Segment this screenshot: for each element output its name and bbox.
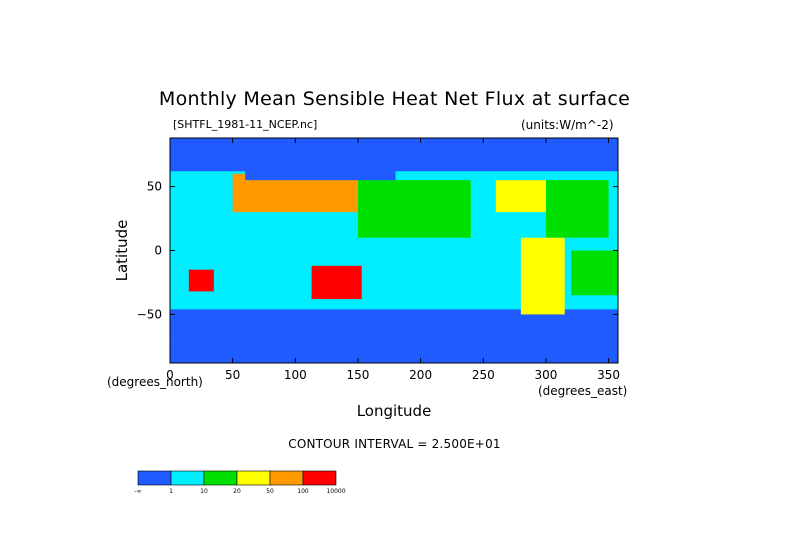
colorbar-label: 100	[297, 488, 309, 495]
heatmap-region	[232, 244, 308, 296]
colorbar-label: 1	[169, 488, 173, 495]
y-axis-label: Latitude	[113, 220, 131, 282]
y-tick-label: 0	[154, 244, 162, 258]
colorbar-label: 50	[266, 488, 274, 495]
file-name-label: [SHTFL_1981-11_NCEP.nc]	[173, 118, 318, 131]
colorbar-swatch	[269, 470, 304, 486]
heatmap-region	[188, 269, 214, 292]
heatmap-region	[245, 154, 396, 181]
colorbar-swatch	[137, 470, 172, 486]
x-tick-label: 0	[166, 368, 174, 382]
colorbar-swatch	[302, 470, 337, 486]
contour-interval-label: CONTOUR INTERVAL = 2.500E+01	[288, 437, 501, 451]
heatmap-region	[311, 265, 362, 300]
colorbar-swatch	[236, 470, 271, 486]
heatmap-region	[357, 237, 509, 289]
x-tick-label: 50	[225, 368, 240, 382]
x-tick-label: 150	[347, 368, 370, 382]
colorbar-swatch	[170, 470, 205, 486]
heatmap-region	[170, 296, 618, 310]
x-axis-label: Longitude	[357, 402, 432, 420]
x-tick-label: 250	[472, 368, 495, 382]
colorbar-label: 10000	[326, 488, 345, 495]
x-unit-label: (degrees_east)	[538, 384, 628, 398]
y-tick-label: 50	[147, 180, 162, 194]
heatmap-region	[520, 237, 565, 315]
heatmap-region	[170, 342, 618, 363]
colorbar-label: -∞	[134, 488, 141, 495]
x-tick-label: 200	[409, 368, 432, 382]
heatmap-region	[545, 180, 609, 238]
units-label: (units:W/m^-2)	[521, 118, 614, 132]
chart-title: Monthly Mean Sensible Heat Net Flux at s…	[158, 88, 631, 110]
heatmap-region	[170, 309, 618, 343]
heatmap-region	[571, 250, 618, 296]
colorbar-label: 20	[233, 488, 241, 495]
colorbar-swatch	[203, 470, 238, 486]
colorbar-label: 10	[200, 488, 208, 495]
y-unit-label: (degrees_north)	[107, 375, 203, 389]
heatmap-region	[495, 180, 546, 213]
axes: 0 50 100 150 200 250 300 350 −50 0 50 Longitude Lati…	[113, 137, 620, 420]
x-tick-label: 300	[534, 368, 557, 382]
y-tick-label: −50	[137, 307, 162, 321]
colorbar: -∞ 1 10 20 50 100 10000	[134, 470, 346, 495]
x-tick-label: 100	[284, 368, 307, 382]
plot-area	[170, 138, 618, 363]
x-tick-label: 350	[597, 368, 620, 382]
heatmap-region	[357, 180, 471, 238]
